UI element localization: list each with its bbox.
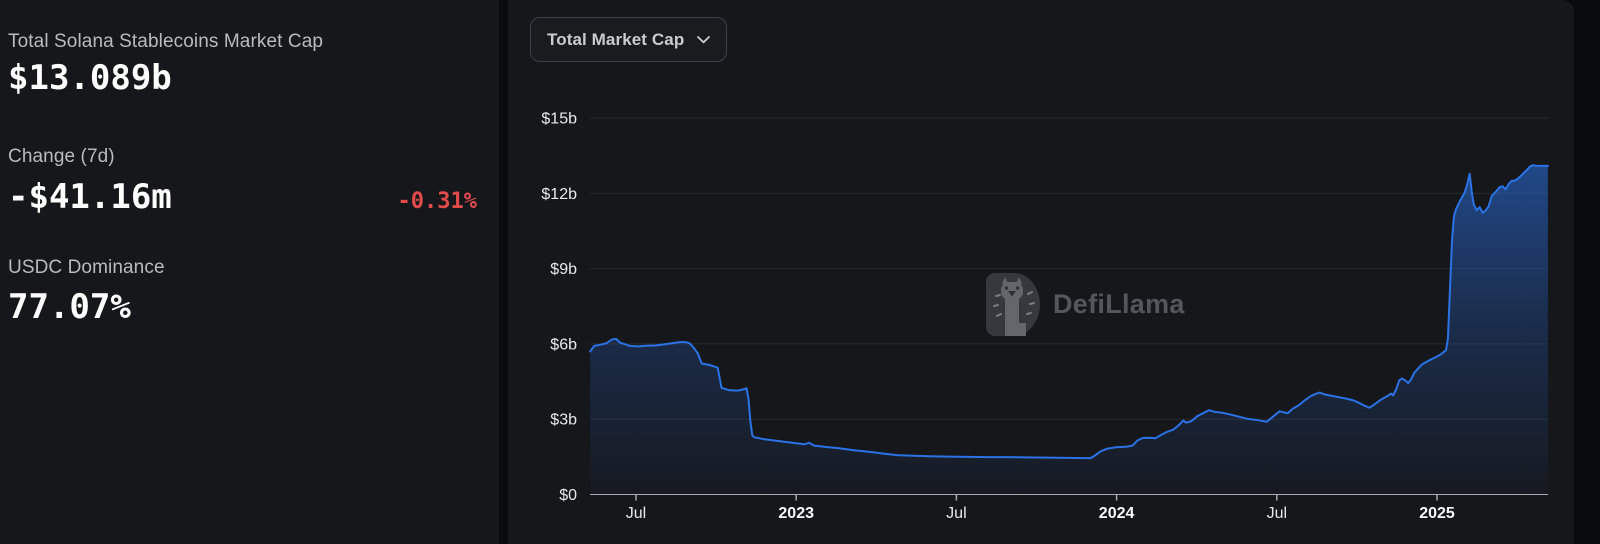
change-7d-percent: -0.31% <box>397 189 477 214</box>
usdc-dominance-label: USDC Dominance <box>8 257 165 278</box>
usdc-dominance-value: 77.07% <box>8 287 131 327</box>
stats-panel: Total Solana Stablecoins Market Cap $13.… <box>0 0 499 544</box>
market-cap-label: Total Solana Stablecoins Market Cap <box>8 31 324 52</box>
change-7d-label: Change (7d) <box>8 146 115 167</box>
change-7d-value: -$41.16m <box>8 177 172 217</box>
chevron-down-icon <box>697 35 711 43</box>
chart-type-dropdown[interactable]: Total Market Cap <box>530 17 728 62</box>
chart-type-dropdown-label: Total Market Cap <box>547 29 685 49</box>
chart-plot-area[interactable] <box>508 80 1558 530</box>
change-7d-row: -$41.16m -0.31% <box>8 177 477 217</box>
market-cap-value: $13.089b <box>8 58 172 98</box>
